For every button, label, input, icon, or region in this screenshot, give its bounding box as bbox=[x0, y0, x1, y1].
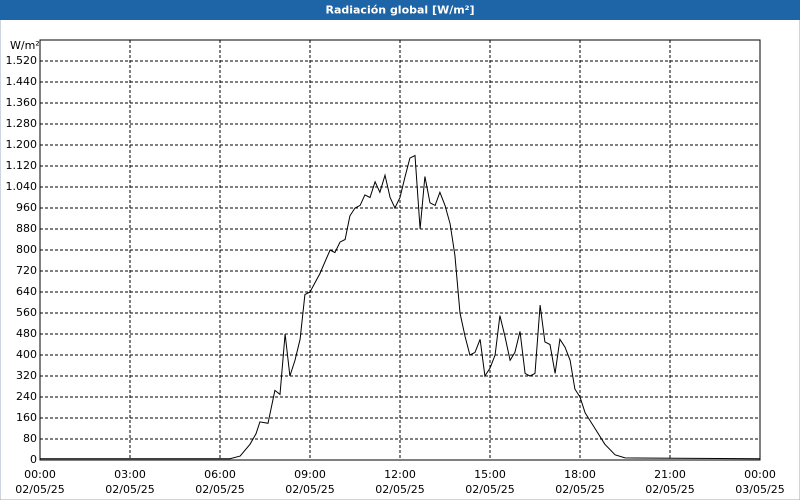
y-tick-label: 1.040 bbox=[6, 180, 38, 193]
data-line bbox=[40, 154, 761, 460]
y-tick-label: 80 bbox=[23, 432, 37, 445]
x-tick-date: 02/05/25 bbox=[645, 483, 694, 496]
x-tick-label: 00:00 bbox=[24, 468, 56, 481]
y-tick-label: 240 bbox=[16, 390, 37, 403]
x-tick-date: 02/05/25 bbox=[105, 483, 154, 496]
y-tick-label: 1.440 bbox=[6, 75, 38, 88]
y-tick-label: 160 bbox=[16, 411, 37, 424]
y-tick-label: 400 bbox=[16, 348, 37, 361]
x-tick-label: 00:00 bbox=[744, 468, 776, 481]
y-tick-label: 1.520 bbox=[6, 54, 38, 67]
y-tick-label: 320 bbox=[16, 369, 37, 382]
y-tick-label: 640 bbox=[16, 285, 37, 298]
x-tick-date: 02/05/25 bbox=[15, 483, 64, 496]
x-tick-label: 21:00 bbox=[654, 468, 686, 481]
x-tick-date: 02/05/25 bbox=[195, 483, 244, 496]
y-tick-label: 480 bbox=[16, 327, 37, 340]
y-tick-label: 1.280 bbox=[6, 117, 38, 130]
y-tick-label: 880 bbox=[16, 222, 37, 235]
x-tick-date: 02/05/25 bbox=[465, 483, 514, 496]
x-tick-label: 15:00 bbox=[474, 468, 506, 481]
y-axis-label: W/m² bbox=[10, 39, 40, 52]
x-tick-label: 09:00 bbox=[294, 468, 326, 481]
y-tick-label: 1.120 bbox=[6, 159, 38, 172]
x-tick-date: 02/05/25 bbox=[555, 483, 604, 496]
x-tick-date: 02/05/25 bbox=[375, 483, 424, 496]
y-tick-label: 1.360 bbox=[6, 96, 38, 109]
title-bar bbox=[0, 0, 800, 20]
x-tick-date: 02/05/25 bbox=[285, 483, 334, 496]
y-tick-label: 0 bbox=[30, 453, 37, 466]
y-tick-label: 720 bbox=[16, 264, 37, 277]
x-tick-label: 18:00 bbox=[564, 468, 596, 481]
x-tick-date: 03/05/25 bbox=[735, 483, 784, 496]
y-tick-label: 560 bbox=[16, 306, 37, 319]
x-tick-label: 06:00 bbox=[204, 468, 236, 481]
x-tick-label: 12:00 bbox=[384, 468, 416, 481]
y-tick-label: 1.200 bbox=[6, 138, 38, 151]
y-tick-label: 800 bbox=[16, 243, 37, 256]
y-tick-label: 960 bbox=[16, 201, 37, 214]
x-tick-label: 03:00 bbox=[114, 468, 146, 481]
chart-title: Radiación global [W/m²] bbox=[325, 4, 474, 17]
